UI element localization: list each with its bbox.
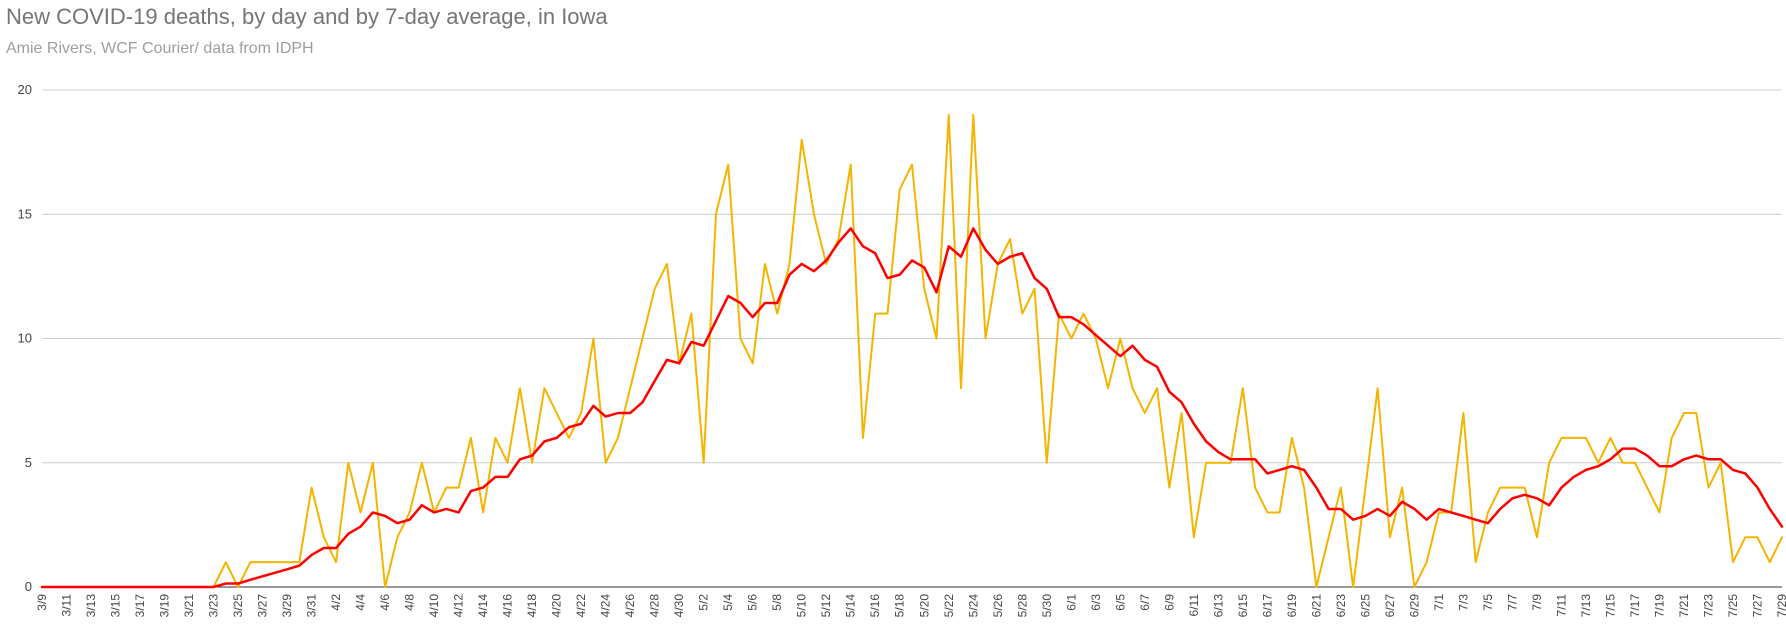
x-tick-label: 4/4 — [354, 594, 368, 611]
x-tick-label: 4/2 — [329, 594, 343, 611]
x-tick-label: 7/15 — [1603, 594, 1617, 618]
x-tick-label: 7/19 — [1652, 594, 1666, 618]
x-tick-label: 3/21 — [182, 594, 196, 618]
x-tick-label: 7/11 — [1554, 594, 1568, 617]
x-tick-label: 3/23 — [207, 594, 221, 618]
x-tick-label: 6/19 — [1285, 594, 1299, 618]
gridlines — [42, 89, 1782, 588]
x-tick-label: 5/22 — [942, 594, 956, 618]
x-tick-label: 4/24 — [599, 594, 613, 618]
x-tick-label: 7/27 — [1750, 594, 1764, 618]
x-tick-label: 3/25 — [231, 594, 245, 618]
x-tick-label: 4/12 — [452, 594, 466, 618]
x-tick-label: 3/29 — [280, 594, 294, 618]
x-tick-label: 5/24 — [966, 594, 980, 618]
x-tick-label: 5/4 — [721, 594, 735, 611]
x-tick-label: 4/8 — [403, 594, 417, 611]
y-axis-ticks: 0 5 10 15 20 — [18, 82, 32, 594]
x-tick-label: 7/1 — [1432, 594, 1446, 611]
x-tick-label: 3/9 — [35, 594, 49, 611]
x-tick-label: 6/27 — [1383, 594, 1397, 618]
x-tick-label: 3/13 — [84, 594, 98, 618]
x-tick-label: 7/29 — [1775, 594, 1786, 618]
x-tick-label: 4/18 — [525, 594, 539, 618]
x-tick-label: 4/30 — [672, 594, 686, 618]
y-tick-label: 20 — [18, 82, 32, 97]
x-tick-label: 3/31 — [305, 594, 319, 618]
x-tick-label: 7/5 — [1481, 594, 1495, 611]
x-tick-label: 4/16 — [501, 594, 515, 618]
x-tick-label: 5/28 — [1015, 594, 1029, 618]
daily-deaths-line — [41, 113, 1783, 588]
x-tick-label: 5/30 — [1040, 594, 1054, 618]
y-tick-label: 0 — [25, 579, 32, 594]
y-tick-label: 15 — [18, 206, 32, 221]
x-tick-label: 7/21 — [1677, 594, 1691, 618]
x-tick-label: 5/26 — [991, 594, 1005, 618]
x-tick-label: 7/7 — [1505, 594, 1519, 611]
series-lines — [40, 113, 1784, 589]
x-tick-label: 7/23 — [1701, 594, 1715, 618]
x-tick-label: 3/17 — [133, 594, 147, 618]
x-tick-label: 6/7 — [1138, 594, 1152, 611]
x-tick-label: 7/13 — [1579, 594, 1593, 618]
x-tick-label: 5/16 — [868, 594, 882, 618]
x-tick-label: 4/22 — [574, 594, 588, 618]
x-tick-label: 7/17 — [1628, 594, 1642, 618]
x-tick-label: 7/3 — [1456, 594, 1470, 611]
x-tick-label: 3/19 — [158, 594, 172, 618]
x-tick-label: 6/15 — [1236, 594, 1250, 618]
x-tick-label: 6/21 — [1309, 594, 1323, 618]
x-tick-label: 4/20 — [550, 594, 564, 618]
x-tick-label: 6/29 — [1407, 594, 1421, 618]
x-tick-label: 4/26 — [623, 594, 637, 618]
x-tick-label: 5/2 — [697, 594, 711, 611]
x-tick-label: 5/12 — [819, 594, 833, 618]
x-tick-label: 5/14 — [844, 594, 858, 618]
x-tick-label: 6/25 — [1358, 594, 1372, 618]
x-tick-label: 7/25 — [1726, 594, 1740, 618]
x-tick-label: 4/28 — [648, 594, 662, 618]
x-tick-label: 6/9 — [1162, 594, 1176, 611]
x-tick-label: 5/6 — [746, 594, 760, 611]
x-tick-label: 4/6 — [378, 594, 392, 611]
x-tick-label: 6/23 — [1334, 594, 1348, 618]
x-tick-label: 7/9 — [1530, 594, 1544, 611]
x-tick-label: 3/11 — [60, 594, 74, 617]
x-tick-label: 5/18 — [893, 594, 907, 618]
x-tick-label: 6/3 — [1089, 594, 1103, 611]
y-tick-label: 5 — [25, 455, 32, 470]
chart-title: New COVID-19 deaths, by day and by 7-day… — [6, 4, 608, 29]
x-tick-label: 3/27 — [256, 594, 270, 618]
x-tick-label: 6/1 — [1064, 594, 1078, 611]
x-axis-ticks: 3/9 3/11 3/13 3/15 3/17 3/19 3/21 3/23 3/25 3/27 3… — [35, 594, 1786, 618]
x-tick-label: 6/17 — [1260, 594, 1274, 618]
x-tick-label: 5/10 — [795, 594, 809, 618]
chart-subtitle: Amie Rivers, WCF Courier/ data from IDPH — [6, 40, 314, 57]
seven-day-average-line — [40, 227, 1784, 589]
x-tick-label: 6/11 — [1187, 594, 1201, 617]
x-tick-label: 4/10 — [427, 594, 441, 618]
x-tick-label: 5/8 — [770, 594, 784, 611]
x-tick-label: 5/20 — [917, 594, 931, 618]
x-tick-label: 4/14 — [476, 594, 490, 618]
x-tick-label: 6/5 — [1113, 594, 1127, 611]
x-tick-label: 6/13 — [1211, 594, 1225, 618]
x-tick-label: 3/15 — [109, 594, 123, 618]
y-tick-label: 10 — [18, 331, 32, 346]
